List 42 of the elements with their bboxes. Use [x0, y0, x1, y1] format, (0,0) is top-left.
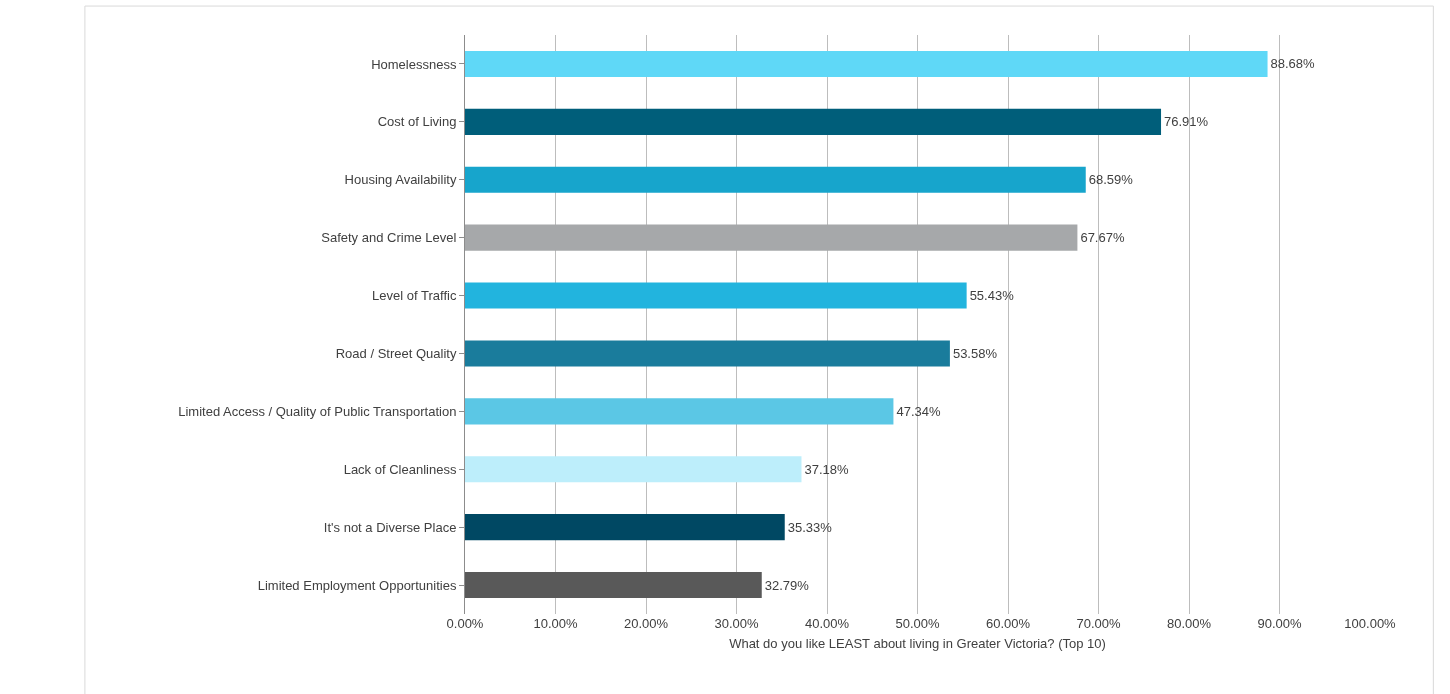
data-label: 76.91%	[1164, 114, 1209, 130]
bar	[465, 50, 1268, 77]
x-tick-label: 80.00%	[1166, 616, 1212, 631]
bar	[465, 224, 1078, 251]
data-label: 47.34%	[896, 403, 941, 419]
x-tick-label: 100.00%	[1344, 616, 1397, 631]
bar	[465, 166, 1086, 193]
x-tick-label: 10.00%	[533, 616, 578, 631]
data-label: 68.59%	[1088, 172, 1134, 188]
bar	[465, 282, 967, 309]
bar	[465, 456, 802, 483]
x-tick-label: 40.00%	[804, 616, 850, 631]
data-label: 32.79%	[764, 577, 810, 593]
bar	[465, 108, 1162, 135]
bar	[465, 572, 762, 599]
x-tick-label: 50.00%	[895, 616, 940, 631]
y-tick-label: Housing Availability	[344, 172, 457, 188]
data-label: 35.33%	[787, 519, 833, 535]
data-label: 88.68%	[1270, 56, 1316, 72]
x-tick-label: 90.00%	[1257, 616, 1302, 631]
data-label: 67.67%	[1080, 230, 1125, 246]
data-label: 37.18%	[804, 461, 850, 477]
x-axis-title: What do you like LEAST about living in Greater Victoria? (Top 10)	[729, 635, 1106, 651]
data-label: 55.43%	[969, 288, 1015, 304]
y-tick-label: Cost of Living	[377, 114, 457, 130]
x-tick-label: 70.00%	[1076, 616, 1121, 631]
y-tick-label: Homelessness	[371, 56, 457, 72]
y-tick-label: Limited Access / Quality of Public Transportation	[178, 403, 457, 419]
x-tick-label: 30.00%	[714, 616, 759, 631]
y-tick-label: Safety and Crime Level	[321, 230, 457, 246]
x-tick-label: 60.00%	[985, 616, 1031, 631]
y-tick-label: Lack of Cleanliness	[343, 461, 457, 477]
y-tick-label: Level of Traffic	[372, 288, 457, 304]
data-label: 53.58%	[952, 345, 998, 361]
x-tick-label: 20.00%	[623, 616, 669, 631]
bar	[465, 514, 785, 541]
y-tick-label: Limited Employment Opportunities	[257, 577, 457, 593]
x-tick-label: 0.00%	[446, 616, 484, 631]
bar	[465, 398, 894, 425]
bar	[465, 340, 950, 367]
y-tick-label: It's not a Diverse Place	[323, 519, 457, 535]
y-tick-label: Road / Street Quality	[335, 346, 457, 361]
